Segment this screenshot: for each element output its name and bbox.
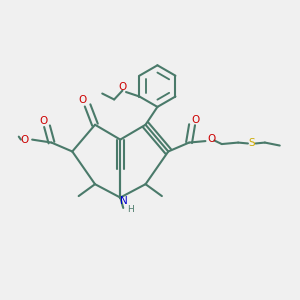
- Text: O: O: [39, 116, 48, 126]
- Text: H: H: [127, 205, 134, 214]
- Text: O: O: [207, 134, 215, 144]
- Text: O: O: [191, 115, 200, 125]
- Text: O: O: [21, 135, 29, 145]
- Text: S: S: [248, 138, 255, 148]
- Text: O: O: [118, 82, 127, 92]
- Text: O: O: [78, 95, 86, 105]
- Text: N: N: [120, 196, 128, 206]
